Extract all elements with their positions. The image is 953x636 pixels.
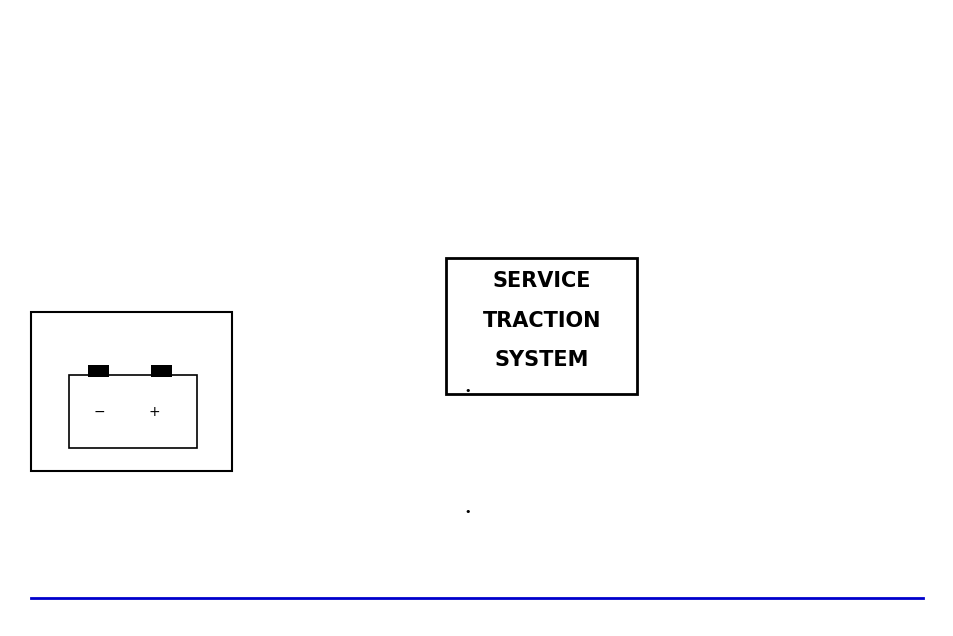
Text: •: • (464, 507, 470, 517)
Text: −: − (93, 405, 105, 419)
Bar (31, 312, 232, 471)
Bar (88, 365, 109, 377)
Text: +: + (149, 405, 160, 419)
Bar (69, 375, 197, 448)
Text: TRACTION: TRACTION (482, 310, 600, 331)
Text: SERVICE: SERVICE (492, 271, 591, 291)
Text: SYSTEM: SYSTEM (495, 350, 588, 370)
Text: •: • (464, 386, 470, 396)
Bar (446, 258, 637, 394)
Bar (151, 365, 172, 377)
